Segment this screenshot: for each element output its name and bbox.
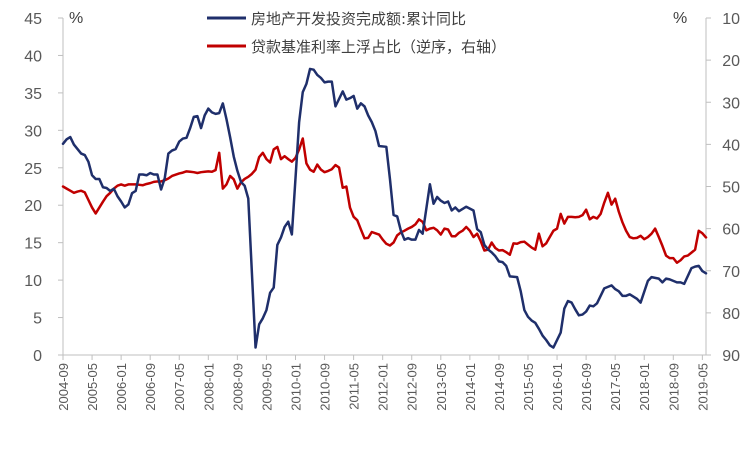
x-tick-label: 2014-09 xyxy=(492,363,507,411)
left-tick-label: 30 xyxy=(24,123,42,140)
series-line-rate xyxy=(61,137,708,264)
x-tick-label: 2016-01 xyxy=(550,363,565,411)
left-tick-label: 45 xyxy=(24,11,42,28)
right-tick-label: 30 xyxy=(722,95,740,112)
right-tick-label: 90 xyxy=(722,348,740,365)
right-axis-unit: % xyxy=(673,10,687,27)
left-tick-label: 10 xyxy=(24,273,42,290)
x-tick-label: 2019-05 xyxy=(695,363,710,411)
x-tick-label: 2012-01 xyxy=(376,363,391,411)
right-tick-label: 80 xyxy=(722,306,740,323)
left-tick-label: 25 xyxy=(24,161,42,178)
x-tick-label: 2006-09 xyxy=(143,363,158,411)
right-tick-label: 40 xyxy=(722,137,740,154)
right-tick-label: 70 xyxy=(722,264,740,281)
left-tick-label: 5 xyxy=(33,311,42,328)
left-tick-label: 35 xyxy=(24,86,42,103)
series-layer xyxy=(61,67,708,349)
x-tick-label: 2010-01 xyxy=(288,363,303,411)
x-tick-label: 2018-01 xyxy=(637,363,652,411)
legend-label-rate: 贷款基准利率上浮占比（逆序，右轴） xyxy=(251,38,506,56)
x-tick-label: 2018-09 xyxy=(666,363,681,411)
x-tick-label: 2011-05 xyxy=(347,363,362,410)
right-tick-label: 20 xyxy=(722,53,740,70)
x-tick-label: 2015-05 xyxy=(521,363,536,411)
left-tick-label: 20 xyxy=(24,198,42,215)
left-tick-label: 0 xyxy=(33,348,42,365)
right-tick-label: 60 xyxy=(722,222,740,239)
left-axis-unit: % xyxy=(69,10,83,27)
x-tick-label: 2013-05 xyxy=(434,363,449,411)
x-tick-label: 2014-01 xyxy=(463,363,478,411)
right-tick-label: 50 xyxy=(722,180,740,197)
x-tick-label: 2017-05 xyxy=(608,363,623,411)
series-line-investment xyxy=(61,67,708,349)
legend-label-investment: 房地产开发投资完成额:累计同比 xyxy=(251,10,466,28)
right-tick-label: 10 xyxy=(722,11,740,28)
left-tick-label: 15 xyxy=(24,236,42,253)
x-tick-label: 2008-09 xyxy=(230,363,245,411)
axes: 0 5 10 15 20 25 30 35 40 45 10 20 30 40 50 60 70 80 90 2004… xyxy=(24,11,740,411)
x-tick-label: 2008-01 xyxy=(201,363,216,411)
x-tick-label: 2006-01 xyxy=(114,363,129,411)
x-tick-label: 2012-09 xyxy=(405,363,420,411)
x-tick-label: 2016-09 xyxy=(579,363,594,411)
left-tick-label: 40 xyxy=(24,48,42,65)
x-tick-label: 2005-05 xyxy=(85,363,100,411)
x-tick-label: 2007-05 xyxy=(172,363,187,411)
x-tick-label: 2009-05 xyxy=(259,363,274,411)
x-tick-label: 2004-09 xyxy=(56,363,71,411)
x-tick-label: 2010-09 xyxy=(318,363,333,411)
legend: 房地产开发投资完成额:累计同比 贷款基准利率上浮占比（逆序，右轴） xyxy=(207,10,506,56)
